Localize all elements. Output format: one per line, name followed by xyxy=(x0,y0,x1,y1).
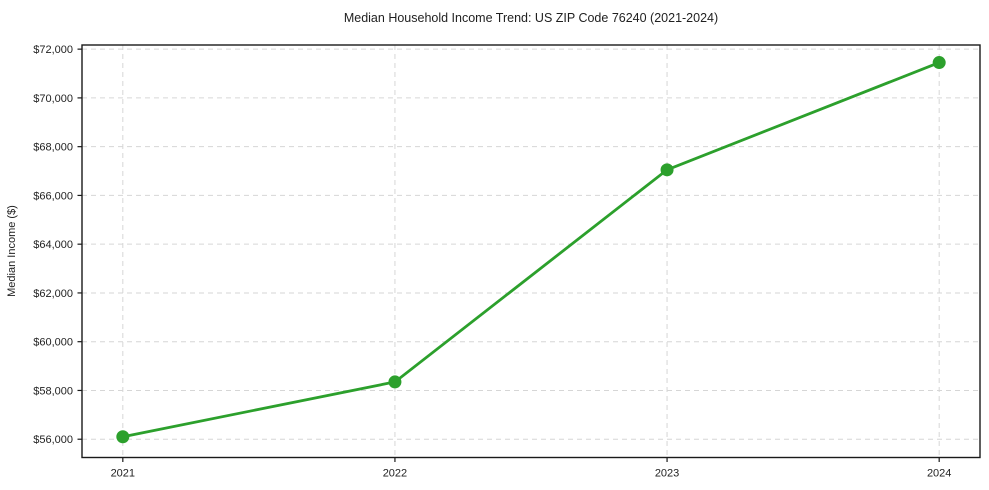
x-tick-label: 2024 xyxy=(927,468,951,480)
y-tick-label: $58,000 xyxy=(33,385,73,397)
data-point xyxy=(660,163,674,177)
y-tick-label: $68,000 xyxy=(33,142,73,154)
axes: 2021 2022 2023 2024 $56,000 $58,000 $60,000 $62… xyxy=(33,44,981,480)
x-tick-label: 2022 xyxy=(383,468,407,480)
y-tick-label: $60,000 xyxy=(33,337,73,349)
data-point xyxy=(388,375,402,389)
data-point xyxy=(932,56,946,70)
y-tick-label: $70,000 xyxy=(33,93,73,105)
data-series xyxy=(116,56,946,444)
y-tick-label: $72,000 xyxy=(33,44,73,56)
plot-border xyxy=(81,44,981,459)
y-tick-label: $56,000 xyxy=(33,434,73,446)
x-tick-label: 2021 xyxy=(111,468,135,480)
y-tick-label: $64,000 xyxy=(33,239,73,251)
y-tick-label: $62,000 xyxy=(33,288,73,300)
gridlines xyxy=(82,45,980,458)
y-axis-label: Median Income ($) xyxy=(6,205,18,297)
y-tick-label: $66,000 xyxy=(33,190,73,202)
trend-line xyxy=(121,61,941,439)
x-tick-label: 2023 xyxy=(655,468,679,480)
chart-title: Median Household Income Trend: US ZIP Co… xyxy=(344,11,718,25)
data-point xyxy=(116,430,130,444)
